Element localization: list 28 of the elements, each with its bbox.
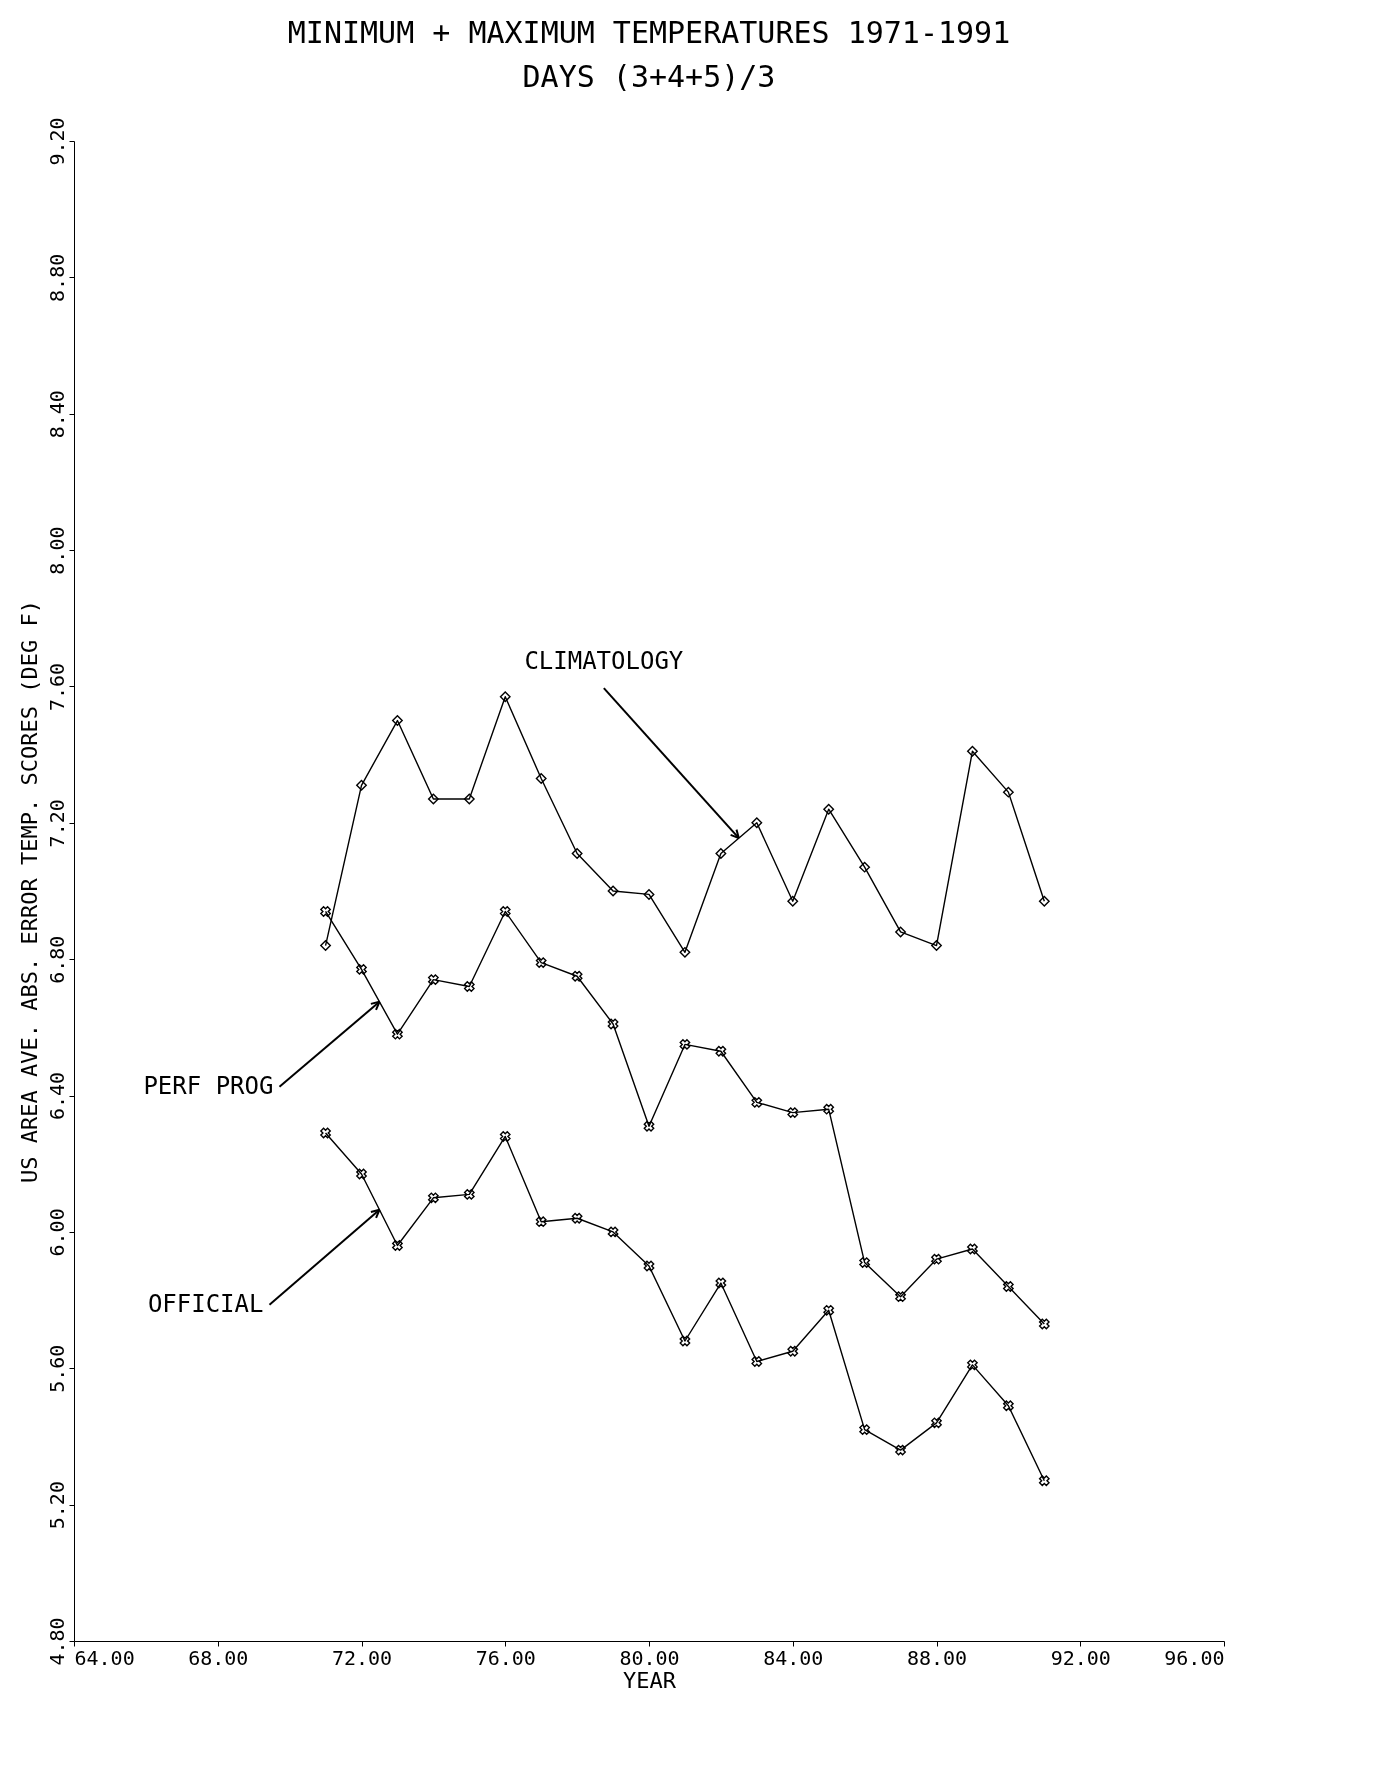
x-tick-label: 72.00 bbox=[331, 1645, 393, 1670]
x-tick-label: 68.00 bbox=[188, 1645, 249, 1670]
y-tick-label: 6.00 bbox=[44, 1208, 69, 1257]
y-tick-label: 8.40 bbox=[44, 390, 69, 439]
x-tick-label: 96.00 bbox=[1164, 1645, 1225, 1670]
y-tick-label: 4.80 bbox=[44, 1617, 69, 1666]
text: OFFICIAL bbox=[147, 1289, 264, 1318]
y-tick-label: 5.60 bbox=[44, 1344, 69, 1393]
x-tick-label: 88.00 bbox=[906, 1645, 968, 1670]
y-tick-label: 7.60 bbox=[44, 662, 69, 712]
x-tick-label: 76.00 bbox=[475, 1645, 536, 1670]
x-tick-label: 92.00 bbox=[1050, 1645, 1111, 1670]
y-axis-title: US AREA AVE. ABS. ERROR TEMP. SCORES (DEG F) bbox=[16, 600, 42, 1183]
y-tick-label: 8.00 bbox=[44, 526, 69, 575]
y-tick-label: 6.40 bbox=[44, 1071, 69, 1121]
chart-title: MINIMUM + MAXIMUM TEMPERATURES 1971-1991 bbox=[287, 14, 1011, 50]
x-tick-label: 84.00 bbox=[763, 1645, 824, 1670]
y-tick-label: 6.80 bbox=[44, 935, 69, 984]
y-tick-label: 5.20 bbox=[44, 1481, 69, 1530]
y-tick-label: 7.20 bbox=[44, 799, 69, 848]
x-tick-label: 64.00 bbox=[74, 1645, 135, 1670]
series-label: CLIMATOLOGY bbox=[524, 647, 684, 676]
chart-subtitle: DAYS (3+4+5)/3 bbox=[522, 58, 776, 94]
x-axis-title: YEAR bbox=[623, 1667, 677, 1693]
text: PERF PROG bbox=[143, 1071, 274, 1100]
y-tick-label: 8.80 bbox=[44, 253, 69, 302]
x-tick-label: 80.00 bbox=[619, 1645, 680, 1670]
y-tick-label: 9.20 bbox=[44, 117, 69, 166]
